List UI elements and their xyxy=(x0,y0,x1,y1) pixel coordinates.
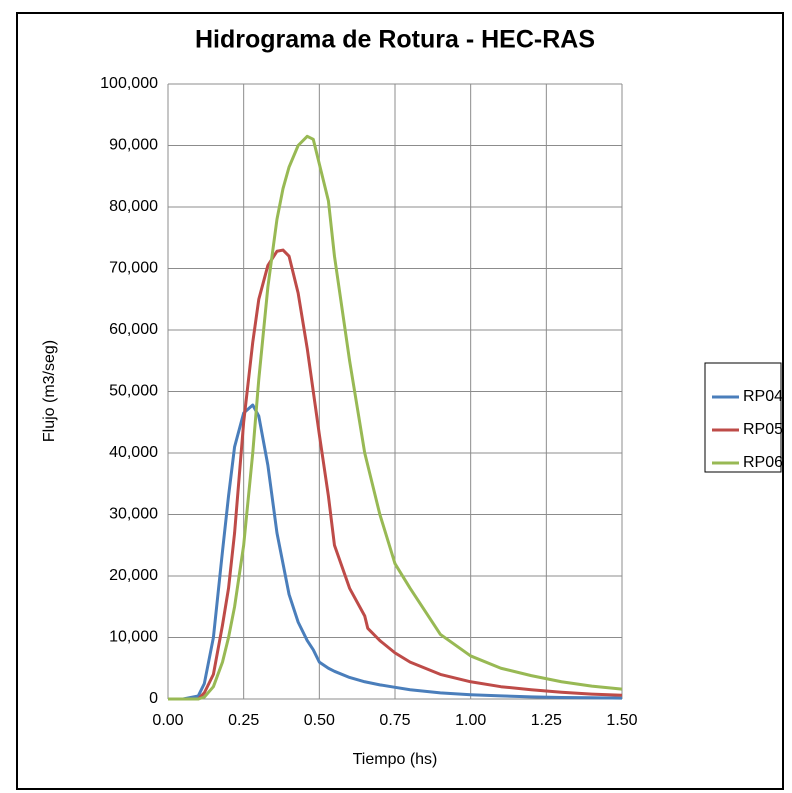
x-tick-label: 1.25 xyxy=(531,712,562,729)
x-axis-label: Tiempo (hs) xyxy=(353,751,438,768)
x-tick-label: 0.75 xyxy=(379,712,410,729)
legend-box xyxy=(704,362,782,473)
x-tick-label: 1.00 xyxy=(455,712,486,729)
y-axis-label: Flujo (m3/seg) xyxy=(41,340,58,442)
y-tick-label: 20,000 xyxy=(109,567,158,584)
legend-label: RP05 xyxy=(743,421,783,438)
y-tick-label: 50,000 xyxy=(109,383,158,400)
x-tick-label: 0.00 xyxy=(152,712,183,729)
y-tick-label: 100,000 xyxy=(100,75,158,92)
y-tick-label: 30,000 xyxy=(109,506,158,523)
y-tick-label: 60,000 xyxy=(109,321,158,338)
legend-label: RP04 xyxy=(743,388,783,405)
x-tick-label: 0.50 xyxy=(304,712,335,729)
chart-title: Hidrograma de Rotura - HEC-RAS xyxy=(195,26,595,54)
data-line xyxy=(168,134,623,701)
x-tick-label: 0.25 xyxy=(228,712,259,729)
legend-label: RP06 xyxy=(743,454,783,471)
data-line xyxy=(168,248,623,701)
data-line xyxy=(168,403,623,701)
y-tick-label: 90,000 xyxy=(109,137,158,154)
x-tick-label: 1.50 xyxy=(606,712,637,729)
y-tick-label: 70,000 xyxy=(109,260,158,277)
y-tick-label: 40,000 xyxy=(109,444,158,461)
y-tick-label: 10,000 xyxy=(109,629,158,646)
chart-border xyxy=(16,12,784,790)
y-tick-label: 80,000 xyxy=(109,198,158,215)
y-tick-label: 0 xyxy=(149,690,158,707)
